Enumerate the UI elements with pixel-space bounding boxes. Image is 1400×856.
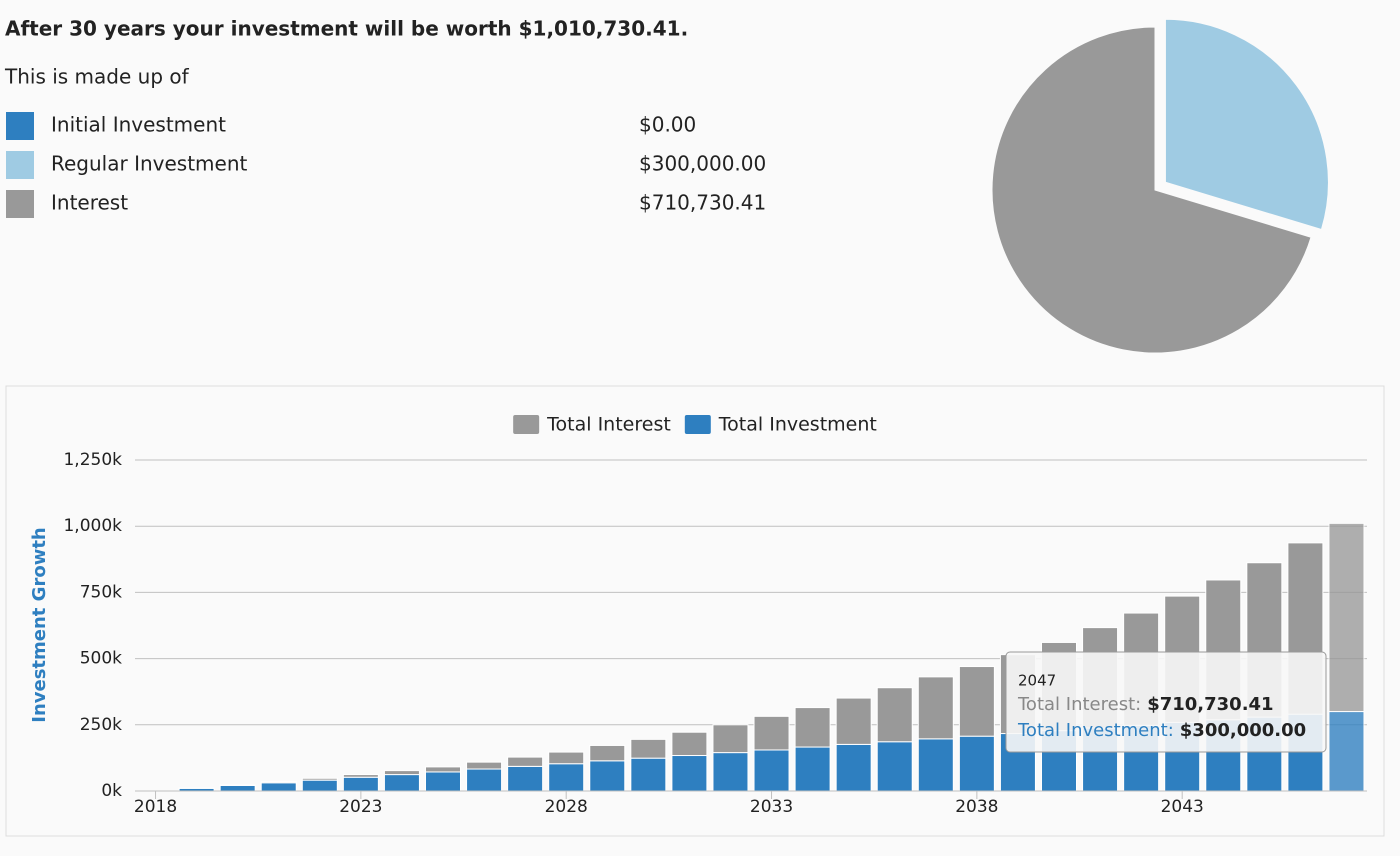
legend-swatch xyxy=(684,415,711,434)
bar-segment xyxy=(548,751,585,765)
bar-segment xyxy=(383,770,420,776)
bar-segment xyxy=(794,746,831,792)
x-tick-label: 2033 xyxy=(750,797,793,817)
bar-segment xyxy=(671,755,708,792)
bar-segment xyxy=(425,771,461,792)
bar-segment xyxy=(260,782,297,792)
tooltip-label: Total Interest: xyxy=(1017,694,1141,715)
legend: Total Interest Total Investment xyxy=(513,414,877,436)
bar-segment xyxy=(219,784,256,786)
tooltip-box xyxy=(1005,651,1327,753)
item-amount: $0.00 xyxy=(639,113,696,137)
bar-segment xyxy=(835,697,872,745)
x-tick-label: 2028 xyxy=(545,797,588,817)
bar-segment xyxy=(753,749,790,792)
bar-segment xyxy=(342,776,379,792)
bar-segment xyxy=(876,687,913,743)
bar-segment xyxy=(301,777,338,781)
legend-swatch xyxy=(513,415,540,434)
legend-swatch xyxy=(6,151,34,179)
bar-segment xyxy=(835,743,872,792)
headline: After 30 years your investment will be w… xyxy=(5,17,688,41)
bar-segment xyxy=(917,676,954,740)
y-tick-label: 250k xyxy=(80,715,122,735)
tooltip-value: $300,000.00 xyxy=(1180,720,1306,741)
bar-segment xyxy=(301,779,338,792)
bar-segment xyxy=(630,757,667,792)
y-tick-label: 750k xyxy=(80,582,122,602)
bar-segment xyxy=(219,784,256,792)
bar-segment xyxy=(342,774,379,778)
bar-segment xyxy=(466,768,503,792)
y-tick-label: 0k xyxy=(101,781,122,801)
pie-slice xyxy=(1164,18,1329,231)
bar-segment xyxy=(712,724,749,754)
bar-segment xyxy=(260,781,297,784)
bar-segment xyxy=(630,738,667,759)
bar-segment xyxy=(1328,711,1365,792)
x-tick-label: 2018 xyxy=(134,797,177,817)
bar-segment xyxy=(671,731,708,757)
bar-segment xyxy=(507,756,544,767)
item-label: Regular Investment xyxy=(51,152,248,176)
bar-segment xyxy=(589,760,626,792)
legend-swatch xyxy=(6,112,34,140)
bar-segment xyxy=(958,666,995,737)
x-tick-label: 2043 xyxy=(1161,797,1204,817)
bar-segment xyxy=(507,765,544,792)
x-tick-label: 2038 xyxy=(955,797,998,817)
bar-segment xyxy=(794,707,831,748)
tooltip-label: Total Investment: xyxy=(1017,720,1174,741)
pie-slice xyxy=(991,26,1312,354)
bar-segment xyxy=(876,741,913,792)
item-label: Initial Investment xyxy=(51,113,226,137)
y-tick-label: 1,250k xyxy=(63,450,122,470)
intro: This is made up of xyxy=(4,65,190,89)
bar-segment xyxy=(917,738,954,792)
x-tick-label: 2023 xyxy=(339,797,382,817)
bar-segment xyxy=(425,766,461,773)
legend-label: Total Interest xyxy=(546,414,671,436)
tooltip-title: 2047 xyxy=(1018,672,1056,690)
bar-segment xyxy=(958,735,995,792)
bar-segment xyxy=(589,744,626,762)
bar-segment xyxy=(466,761,503,770)
y-tick-label: 1,000k xyxy=(63,516,122,536)
bar-segment xyxy=(712,752,749,792)
y-tick-label: 500k xyxy=(80,649,122,669)
bar-segment xyxy=(383,774,420,792)
item-label: Interest xyxy=(51,191,128,215)
bar-segment xyxy=(1328,522,1365,713)
item-amount: $300,000.00 xyxy=(639,152,766,176)
item-amount: $710,730.41 xyxy=(639,191,766,215)
legend-label: Total Investment xyxy=(718,414,877,436)
tooltip-value: $710,730.41 xyxy=(1147,694,1273,715)
y-axis-title: Investment Growth xyxy=(29,527,50,723)
bar-segment xyxy=(753,715,790,751)
bar-segment xyxy=(548,763,585,792)
legend-swatch xyxy=(6,190,34,218)
